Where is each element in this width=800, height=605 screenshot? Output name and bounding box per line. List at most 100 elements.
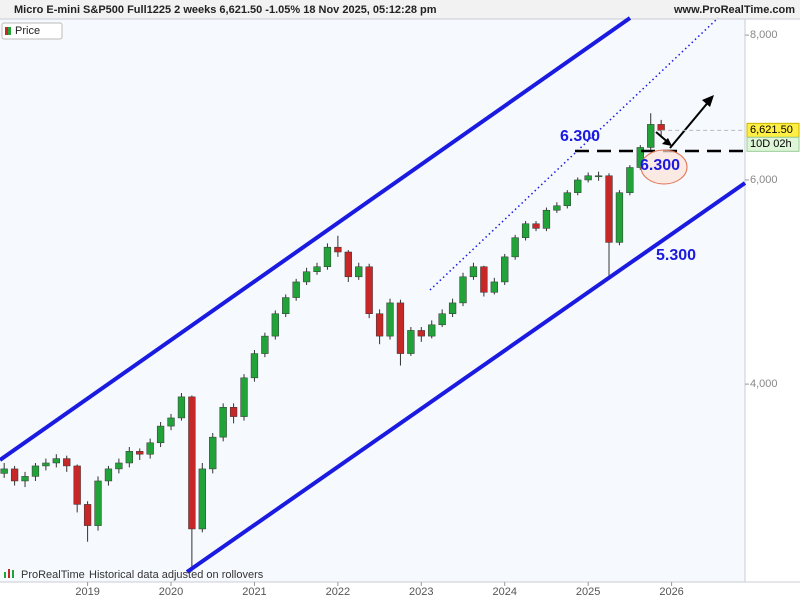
footer-brand: ProRealTime — [21, 569, 85, 581]
candle-body — [250, 353, 259, 379]
candle-body — [448, 302, 457, 314]
candle-body — [323, 246, 332, 267]
x-tick-label: 2019 — [75, 586, 99, 598]
arrow-head — [702, 95, 714, 107]
x-tick-label: 2021 — [242, 586, 266, 598]
y-tick-label: 6,000 — [750, 174, 778, 186]
candle-body — [396, 302, 405, 354]
y-tick-label: 4,000 — [750, 378, 778, 390]
candle-body — [438, 313, 446, 326]
candle-body — [0, 468, 8, 474]
candle-body — [42, 462, 50, 467]
candle-body — [313, 266, 321, 273]
candle-body — [459, 276, 467, 304]
arrow-up — [669, 99, 711, 149]
candle-body — [156, 425, 165, 444]
legend-icon — [8, 27, 11, 35]
price-tag-label: 6,621.50 — [750, 124, 793, 136]
candle-body — [302, 271, 311, 283]
y-axis-area — [745, 19, 800, 582]
candle-body — [271, 313, 279, 337]
countdown-box — [746, 136, 800, 152]
candle-body — [469, 266, 478, 278]
candle-body — [94, 480, 102, 526]
legend-label: Price — [15, 25, 40, 37]
candle-body — [501, 256, 509, 283]
chart-title: Micro E-mini S&P500 Full1225 2 weeks 6,6… — [14, 4, 437, 16]
candle-body — [636, 147, 644, 168]
candle-body — [375, 313, 384, 337]
highlight-circle — [640, 149, 688, 185]
candle-body — [490, 281, 498, 293]
legend-icon — [5, 27, 8, 35]
candle-body — [428, 324, 436, 337]
candle-body — [219, 407, 227, 438]
candle-body — [344, 251, 352, 278]
footer-icon — [4, 572, 6, 578]
legend: Price — [1, 22, 63, 40]
source: www.ProRealTime.com — [673, 4, 795, 16]
lower-channel — [185, 181, 747, 574]
candle-body — [532, 223, 540, 229]
footer-icon — [8, 569, 10, 578]
arrow-head — [662, 138, 672, 146]
candle-body — [563, 192, 571, 207]
x-tick-label: 2023 — [409, 586, 433, 598]
candle-body — [125, 451, 133, 464]
candle-body — [198, 468, 206, 530]
title-bar — [0, 0, 800, 19]
candle-body — [584, 175, 592, 181]
candle-body — [480, 266, 488, 293]
candle-body — [386, 302, 394, 337]
annotation: 6.300 — [640, 157, 680, 174]
candle-body — [521, 223, 530, 238]
candle-body — [104, 468, 113, 482]
candle-body — [136, 451, 144, 455]
candle-body — [167, 417, 175, 427]
footer-note: Historical data adjusted on rollovers — [89, 569, 264, 581]
candle-body — [115, 462, 123, 470]
candle-body — [417, 330, 425, 337]
candle-body — [177, 396, 186, 419]
dotted-trend — [429, 17, 719, 291]
x-tick-label: 2024 — [492, 586, 516, 598]
x-tick-label: 2020 — [159, 586, 183, 598]
candle-body — [605, 175, 613, 243]
legend-box — [1, 22, 63, 40]
candle-body — [574, 179, 582, 193]
candle-body — [52, 458, 60, 464]
candle-body — [31, 465, 40, 477]
candle-body — [10, 468, 19, 482]
x-tick-label: 2022 — [326, 586, 350, 598]
candle-body — [334, 246, 342, 253]
candle-body — [355, 266, 363, 278]
candle-body — [188, 396, 196, 530]
y-tick-label: 8,000 — [750, 29, 778, 41]
candle-body — [553, 205, 561, 211]
candle-body — [209, 436, 217, 470]
candle-body — [282, 297, 290, 314]
candle-body — [240, 377, 248, 417]
footer: ProRealTime Historical data adjusted on … — [4, 569, 264, 581]
candle-body — [657, 124, 665, 131]
candle-body — [542, 209, 551, 229]
candle-body — [626, 167, 634, 193]
candle-body — [73, 465, 81, 505]
countdown-label: 10D 02h — [750, 138, 792, 150]
x-tick-label: 2025 — [576, 586, 600, 598]
candle-body — [63, 458, 71, 467]
annotation: 6.300 — [560, 128, 600, 145]
x-tick-label: 2026 — [659, 586, 683, 598]
upper-channel — [0, 16, 632, 462]
candle-body — [594, 175, 603, 178]
candle-body — [647, 124, 655, 148]
candle-body — [511, 237, 519, 258]
footer-icon — [12, 570, 14, 578]
annotation: 5.300 — [656, 247, 696, 264]
candle-body — [83, 504, 92, 526]
candle-body — [292, 281, 300, 298]
candle-body — [229, 407, 238, 417]
candle-body — [21, 476, 29, 482]
